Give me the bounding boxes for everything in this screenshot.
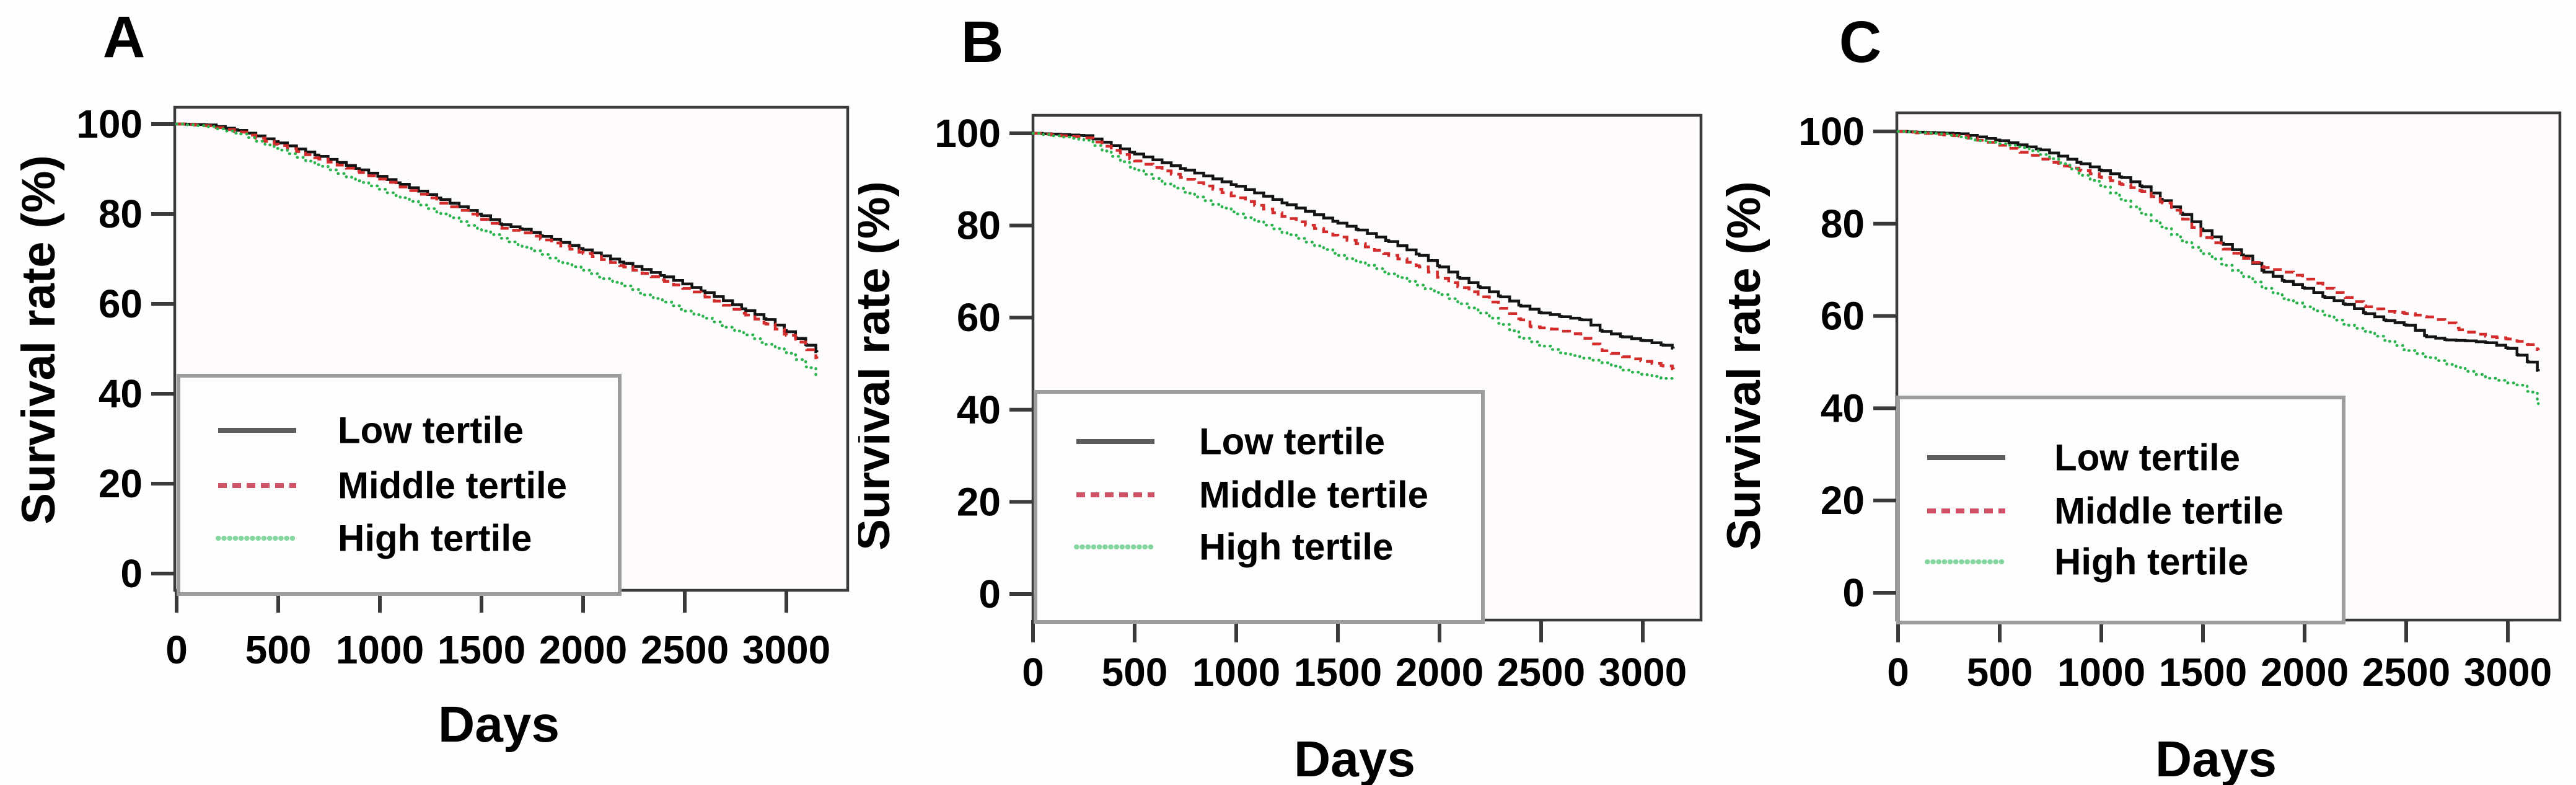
y-tick-label: 100	[1798, 109, 1865, 154]
legend-label: High tertile	[2054, 541, 2248, 583]
panel-A: 0 20 40 60 80 100 0 500 1000 1500 2000 2500 3000 Low …	[0, 0, 858, 785]
y-axis-title: Survival rate (%)	[12, 155, 65, 525]
x-tick-label: 0	[165, 628, 188, 672]
y-tick-label: 60	[1821, 294, 1865, 339]
x-tick-label: 2500	[1497, 650, 1585, 694]
panel-label: C	[1839, 9, 1882, 75]
legend-box	[1034, 390, 1485, 624]
curve-middle-tertile	[177, 122, 819, 360]
panel-label: B	[961, 9, 1004, 75]
legend-label: Middle tertile	[1199, 474, 1428, 516]
curve-high-tertile	[1031, 131, 1675, 383]
x-tick-label: 2000	[2261, 650, 2349, 694]
x-tick-label: 0	[1887, 650, 1909, 694]
x-tick-label: 3000	[742, 628, 830, 672]
x-tick-label: 1000	[2057, 650, 2145, 694]
y-tick-label: 40	[1821, 386, 1865, 430]
y-tick-label: 40	[99, 371, 143, 416]
curve-middle-tertile	[1033, 131, 1675, 371]
x-tick-label: 1500	[437, 628, 525, 672]
y-tick-label: 0	[120, 551, 143, 596]
y-axis-title: Survival rate (%)	[858, 181, 900, 551]
y-tick-label: 80	[1821, 202, 1865, 246]
legend-label: Low tertile	[338, 410, 524, 451]
x-tick-label: 2000	[539, 628, 627, 672]
x-tick-label: 1000	[336, 628, 424, 672]
x-tick-label: 1000	[1192, 650, 1280, 694]
panel-C: 0 20 40 60 80 100 0 500 1000 1500 2000 2500 3000 Low …	[1717, 0, 2575, 785]
x-tick-label: 1500	[2159, 650, 2247, 694]
x-tick-label: 500	[245, 628, 312, 672]
legend-label: High tertile	[338, 518, 532, 559]
legend-label: High tertile	[1199, 526, 1393, 568]
x-axis-title: Days	[2155, 731, 2277, 785]
legend-label: Middle tertile	[338, 465, 567, 507]
x-tick-label: 500	[1967, 650, 2033, 694]
x-tick-label: 3000	[2464, 650, 2552, 694]
y-tick-label: 100	[76, 102, 143, 146]
legend-label: Low tertile	[1199, 421, 1385, 463]
x-axis-title: Days	[438, 696, 560, 753]
y-tick-label: 60	[957, 295, 1001, 340]
x-tick-label: 2500	[2362, 650, 2450, 694]
curve-high-tertile	[175, 122, 819, 379]
curve-low-tertile	[1033, 131, 1675, 350]
curve-high-tertile	[1896, 130, 2540, 406]
legend-label: Low tertile	[2054, 437, 2240, 479]
y-tick-label: 40	[957, 388, 1001, 432]
y-tick-label: 0	[1842, 570, 1865, 615]
y-axis-title: Survival rate (%)	[1718, 181, 1770, 551]
y-tick-label: 100	[934, 111, 1001, 156]
curve-low-tertile	[1898, 130, 2540, 372]
y-tick-label: 80	[99, 192, 143, 236]
panel-B: 0 20 40 60 80 100 0 500 1000 1500 2000 2500 3000 Low …	[858, 0, 1717, 785]
x-tick-label: 2000	[1396, 650, 1484, 694]
x-tick-label: 1500	[1294, 650, 1382, 694]
panel-label: A	[103, 4, 146, 70]
x-axis-title: Days	[1294, 731, 1415, 785]
x-tick-label: 0	[1022, 650, 1044, 694]
y-tick-label: 20	[957, 479, 1001, 524]
x-tick-label: 2500	[641, 628, 729, 672]
x-tick-label: 3000	[1599, 650, 1687, 694]
y-tick-label: 60	[99, 282, 143, 326]
y-tick-label: 20	[99, 461, 143, 506]
x-tick-label: 500	[1102, 650, 1168, 694]
y-tick-label: 80	[957, 203, 1001, 248]
y-tick-label: 0	[978, 572, 1001, 616]
y-tick-label: 20	[1821, 478, 1865, 523]
legend-label: Middle tertile	[2054, 490, 2284, 532]
